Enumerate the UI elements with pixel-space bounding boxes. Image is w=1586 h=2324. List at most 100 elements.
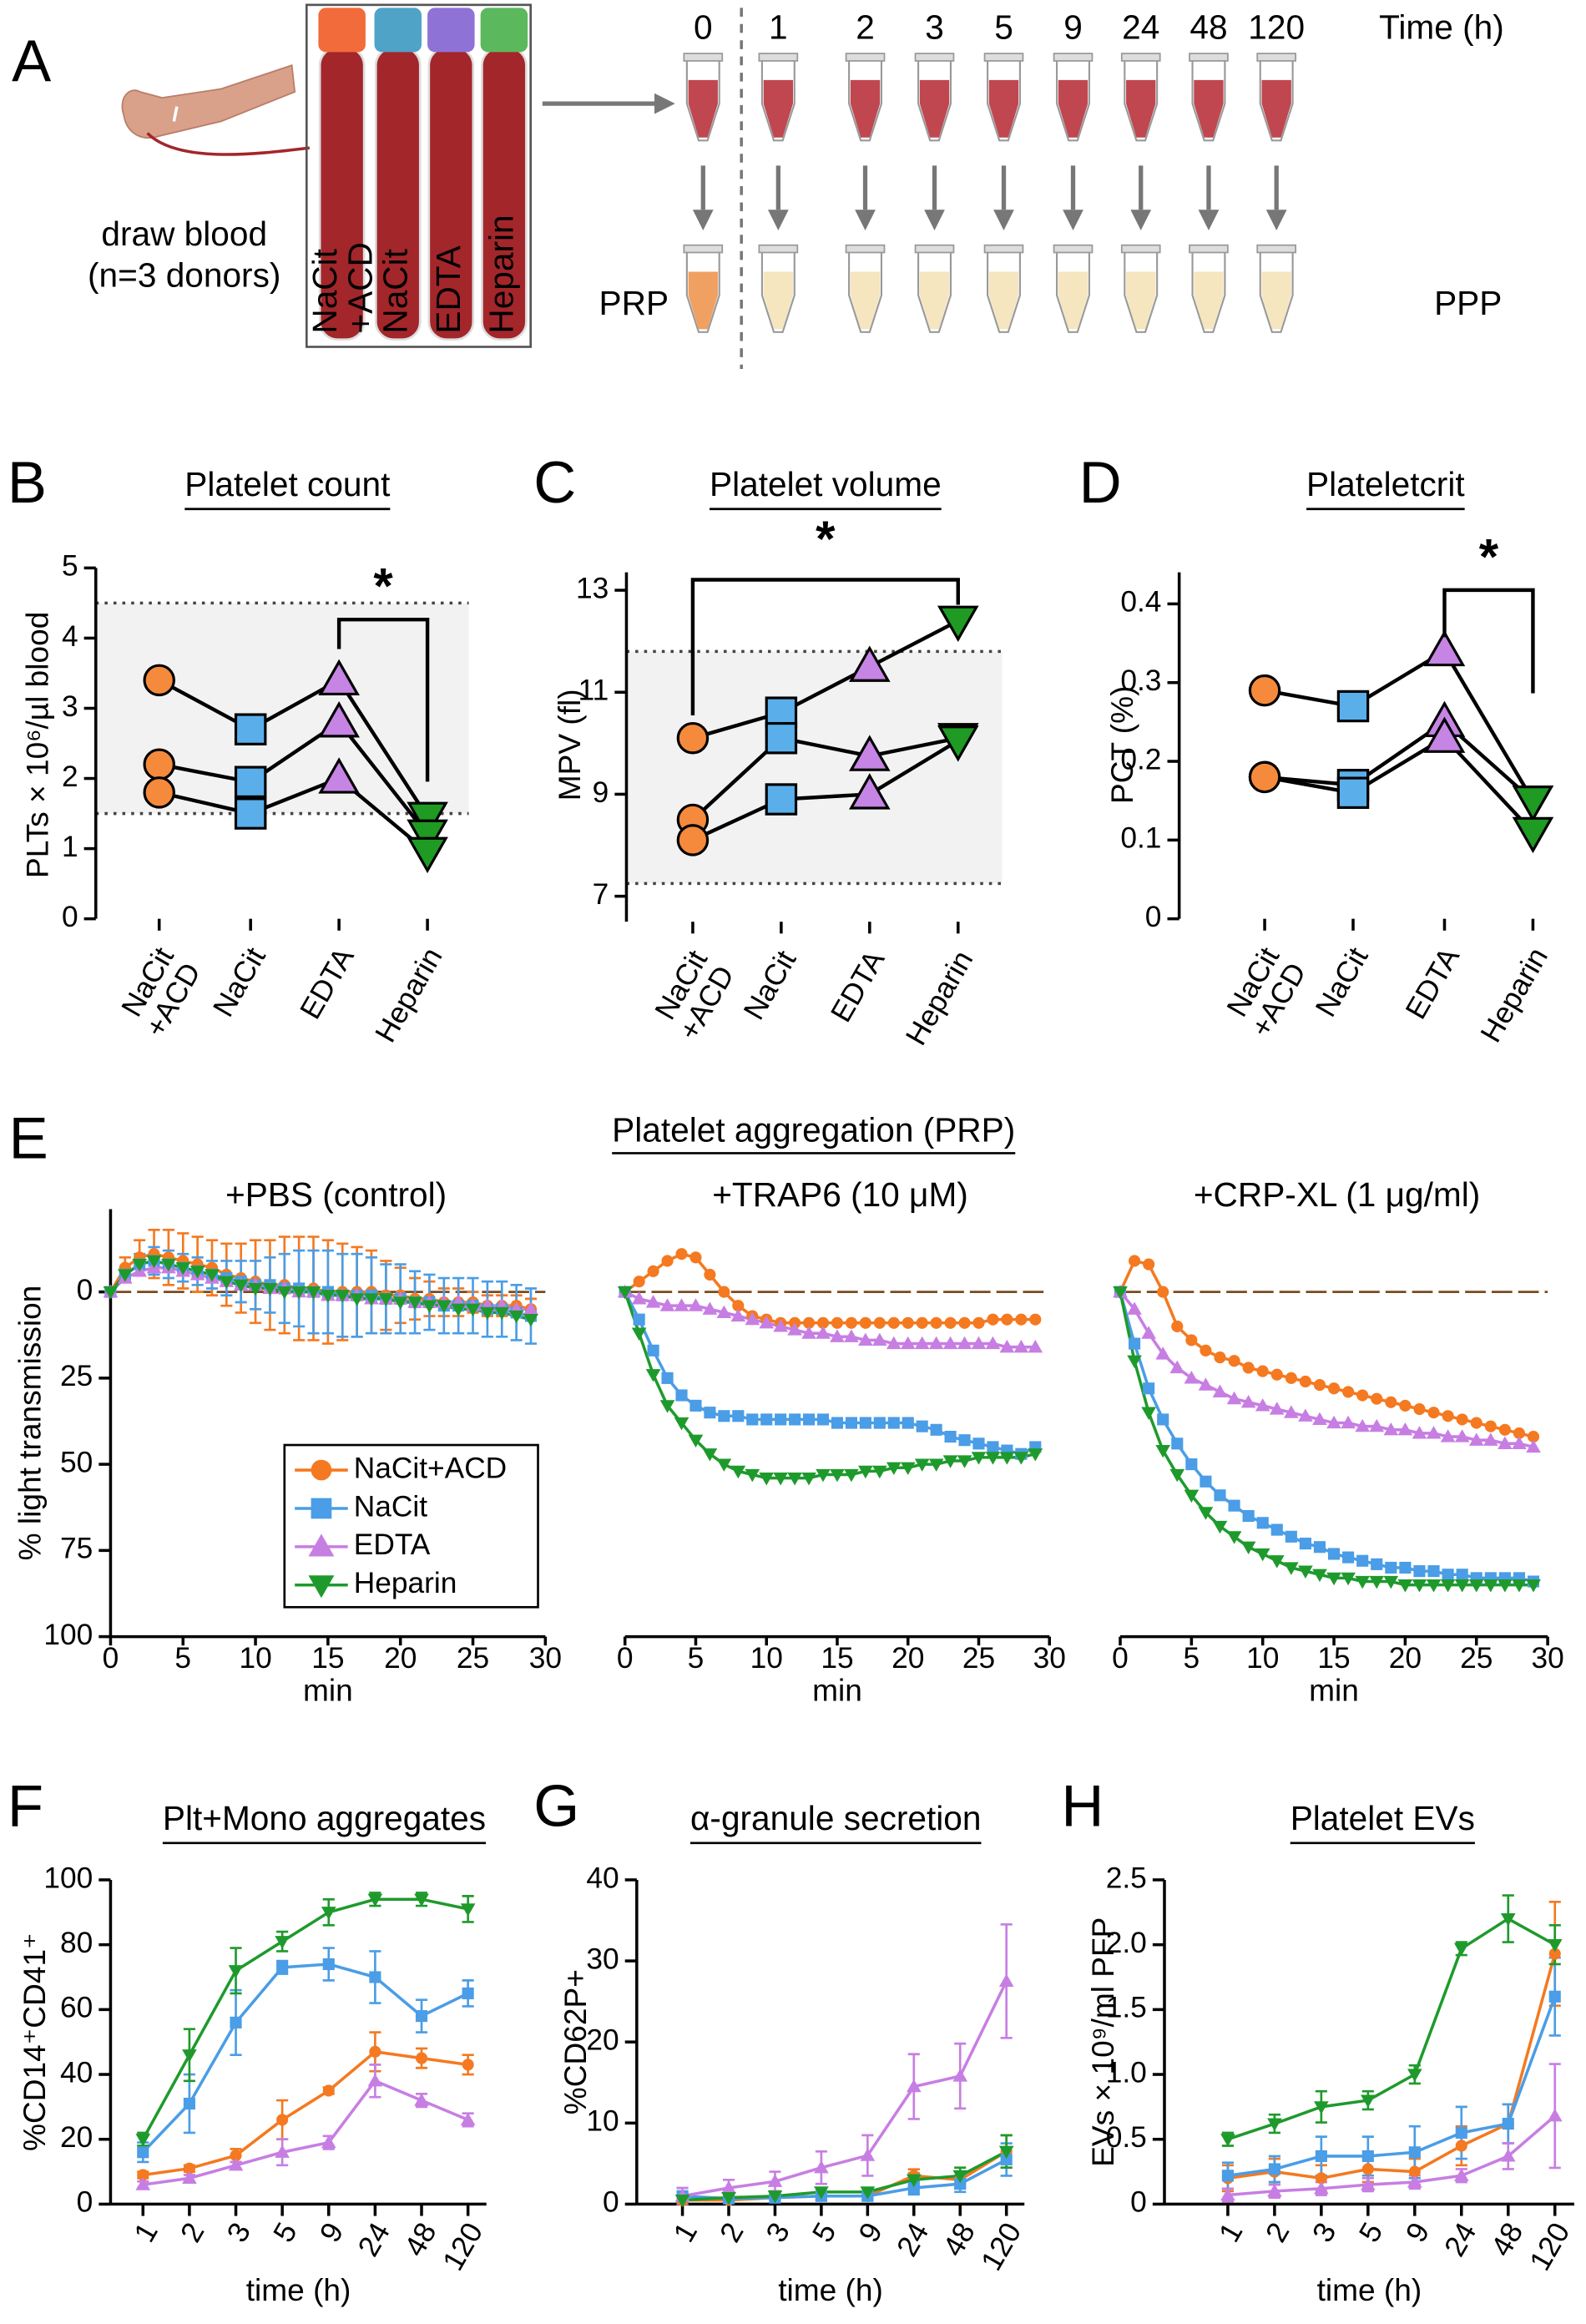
data-point (674, 2194, 690, 2208)
y-tick-label: 30 (586, 1943, 619, 1975)
data-point (816, 1316, 830, 1329)
data-point (942, 1455, 958, 1468)
series-line (692, 739, 959, 842)
data-point (367, 1893, 383, 1907)
x-axis-label: min (812, 1672, 862, 1707)
legend-label: NaCit (354, 1490, 427, 1523)
chart-title: α-granule secretion (690, 1799, 982, 1837)
data-point (1013, 1452, 1029, 1465)
data-point (1512, 1579, 1527, 1593)
data-point (248, 1282, 263, 1296)
data-point (1284, 1405, 1299, 1418)
blood-line (146, 132, 311, 156)
data-point (849, 735, 891, 771)
data-point (759, 1315, 775, 1329)
tube-rim (983, 244, 1024, 254)
data-point (1512, 816, 1554, 854)
data-point (1547, 1939, 1563, 1953)
data-point (1013, 1339, 1029, 1353)
y-tick-label: 0.1 (1120, 822, 1161, 855)
data-point (233, 1279, 249, 1293)
data-point (1442, 1410, 1454, 1422)
tube-content (988, 79, 1019, 138)
data-point (845, 1417, 857, 1429)
y-tick-label: 4 (62, 620, 78, 653)
prp-label: PRP (599, 284, 669, 322)
x-tick-label: 10 (239, 1642, 271, 1675)
time-value: 0 (694, 8, 713, 47)
data-point (1371, 1392, 1383, 1405)
series-line (682, 1980, 1008, 2198)
x-tick-label: 20 (1389, 1642, 1422, 1675)
y-tick-label: 40 (586, 1862, 619, 1894)
data-point (987, 1313, 999, 1326)
data-point (849, 773, 891, 810)
data-point (1242, 1362, 1255, 1374)
data-point (322, 2084, 335, 2097)
data-point (831, 1417, 844, 1429)
significance-bracket (1442, 588, 1535, 694)
arrow-head (654, 93, 675, 114)
data-point (816, 1326, 831, 1339)
tube-cap (427, 8, 475, 53)
y-tick-label: 10 (586, 2105, 619, 2138)
data-point (718, 1410, 730, 1422)
data-point (661, 1372, 674, 1384)
data-point (1242, 1509, 1255, 1523)
data-point (907, 2181, 920, 2195)
data-point (1442, 1569, 1454, 1581)
data-point (661, 1255, 674, 1267)
data-point (873, 1417, 886, 1429)
x-tick-label: 20 (891, 1642, 924, 1675)
panel-label: D (1079, 449, 1122, 515)
y-tick-label: 2.0 (1106, 1927, 1147, 1959)
data-point (732, 1410, 745, 1422)
panel-title: Platelet aggregation (PRP) (612, 1110, 1015, 1149)
data-point (930, 1316, 942, 1329)
data-point (944, 1431, 957, 1443)
x-tick-label: 15 (311, 1642, 344, 1675)
data-point (716, 1458, 732, 1472)
data-point (1455, 2140, 1467, 2152)
data-point (1470, 1417, 1482, 1429)
tube-rim (1256, 53, 1297, 62)
data-point (1426, 1579, 1442, 1593)
data-point (182, 2170, 197, 2184)
panel-label: C (533, 449, 576, 515)
data-point (1468, 1432, 1484, 1446)
data-point (952, 2170, 968, 2184)
data-point (321, 2135, 336, 2149)
tube-content (763, 79, 793, 138)
data-point (1267, 2118, 1282, 2131)
time-value: 1 (769, 8, 788, 47)
tube-rim (1120, 244, 1161, 254)
data-point (1169, 1468, 1185, 1483)
data-point (161, 1258, 176, 1272)
data-point (1498, 1579, 1513, 1593)
data-point (645, 1295, 661, 1308)
data-point (335, 1290, 351, 1303)
data-point (1527, 1431, 1540, 1443)
data-point (1226, 1531, 1242, 1544)
data-point (275, 1936, 290, 1949)
data-point (1385, 1561, 1397, 1574)
data-point (1361, 2177, 1376, 2190)
series-line (141, 1897, 469, 2140)
data-point (647, 1344, 659, 1357)
data-point (633, 1276, 645, 1288)
data-point (730, 1465, 746, 1479)
data-point (1484, 1420, 1497, 1432)
data-point (787, 1472, 802, 1486)
tube-cap (480, 8, 528, 53)
data-point (1327, 1548, 1341, 1560)
data-point (1453, 1943, 1469, 1957)
tube-rim (1189, 244, 1229, 254)
tube-rim (1053, 53, 1094, 62)
data-point (930, 1423, 942, 1436)
y-tick-label: 3 (62, 690, 78, 723)
series-line (691, 735, 959, 821)
data-point (1371, 1558, 1383, 1570)
data-point (364, 1293, 379, 1306)
data-point (1427, 1565, 1440, 1578)
